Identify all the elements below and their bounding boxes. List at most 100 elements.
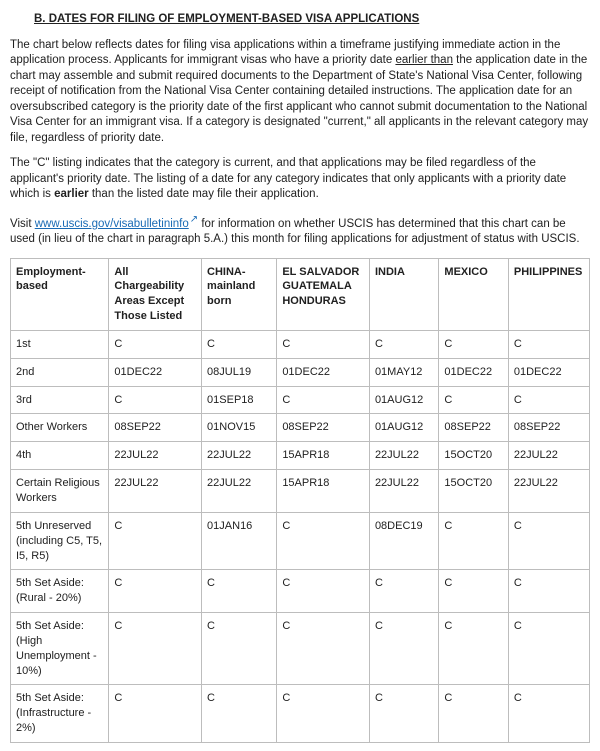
- table-cell: 01AUG12: [369, 386, 438, 414]
- table-cell: C: [439, 330, 508, 358]
- table-row: 5th Unreserved (including C5, T5, I5, R5…: [11, 512, 590, 570]
- table-cell: C: [508, 613, 589, 685]
- table-cell: 22JUL22: [369, 442, 438, 470]
- table-row: 1stCCCCCC: [11, 330, 590, 358]
- p2-text-b: than the listed date may file their appl…: [89, 188, 319, 200]
- table-cell: C: [109, 613, 202, 685]
- row-label: 5th Set Aside: (High Unemployment - 10%): [11, 613, 109, 685]
- row-label: 5th Set Aside: (Rural - 20%): [11, 570, 109, 613]
- col-header: INDIA: [369, 258, 438, 330]
- table-cell: 22JUL22: [508, 470, 589, 513]
- col-header: MEXICO: [439, 258, 508, 330]
- table-cell: 01DEC22: [508, 358, 589, 386]
- col-header: EL SALVADOR GUATEMALA HONDURAS: [277, 258, 370, 330]
- p1-earlier-than: earlier than: [395, 54, 453, 66]
- table-cell: C: [439, 570, 508, 613]
- table-cell: C: [439, 613, 508, 685]
- table-cell: 01AUG12: [369, 414, 438, 442]
- paragraph-1: The chart below reflects dates for filin…: [10, 38, 590, 147]
- table-cell: 22JUL22: [109, 442, 202, 470]
- p3-text-a: Visit: [10, 218, 35, 230]
- table-cell: 01NOV15: [202, 414, 277, 442]
- table-cell: 08SEP22: [109, 414, 202, 442]
- table-cell: C: [508, 330, 589, 358]
- table-cell: C: [369, 613, 438, 685]
- table-cell: C: [508, 685, 589, 743]
- section-heading: B. DATES FOR FILING OF EMPLOYMENT-BASED …: [34, 12, 590, 28]
- table-cell: 01JAN16: [202, 512, 277, 570]
- col-header: CHINA-mainland born: [202, 258, 277, 330]
- row-label: 2nd: [11, 358, 109, 386]
- table-cell: C: [277, 330, 370, 358]
- table-cell: 15APR18: [277, 470, 370, 513]
- p1-text-b: the application date in the chart may as…: [10, 54, 588, 144]
- row-label: 5th Set Aside: (Infrastructure - 2%): [11, 685, 109, 743]
- external-link-icon: ↗: [190, 214, 198, 225]
- table-row: Other Workers08SEP2201NOV1508SEP2201AUG1…: [11, 414, 590, 442]
- row-label: 4th: [11, 442, 109, 470]
- table-cell: C: [439, 386, 508, 414]
- col-header: All Chargeability Areas Except Those Lis…: [109, 258, 202, 330]
- paragraph-2: The "C" listing indicates that the categ…: [10, 156, 590, 203]
- table-body: 1stCCCCCC2nd01DEC2208JUL1901DEC2201MAY12…: [11, 330, 590, 742]
- table-row: 5th Set Aside: (High Unemployment - 10%)…: [11, 613, 590, 685]
- table-cell: C: [109, 512, 202, 570]
- table-row: 4th22JUL2222JUL2215APR1822JUL2215OCT2022…: [11, 442, 590, 470]
- row-label: Other Workers: [11, 414, 109, 442]
- table-row: 3rdC01SEP18C01AUG12CC: [11, 386, 590, 414]
- row-label: 3rd: [11, 386, 109, 414]
- table-cell: C: [109, 685, 202, 743]
- table-cell: 08SEP22: [508, 414, 589, 442]
- table-cell: 22JUL22: [202, 442, 277, 470]
- col-header: PHILIPPINES: [508, 258, 589, 330]
- table-cell: C: [277, 685, 370, 743]
- table-cell: 01DEC22: [277, 358, 370, 386]
- table-cell: C: [508, 570, 589, 613]
- visa-dates-table: Employment-based All Chargeability Areas…: [10, 258, 590, 743]
- row-label: 1st: [11, 330, 109, 358]
- table-cell: C: [109, 386, 202, 414]
- table-cell: 08JUL19: [202, 358, 277, 386]
- uscis-link[interactable]: www.uscis.gov/visabulletininfo: [35, 218, 189, 230]
- table-cell: C: [202, 685, 277, 743]
- table-cell: 08SEP22: [439, 414, 508, 442]
- paragraph-3: Visit www.uscis.gov/visabulletininfo↗ fo…: [10, 213, 590, 248]
- col-header: Employment-based: [11, 258, 109, 330]
- table-cell: 22JUL22: [508, 442, 589, 470]
- table-row: 5th Set Aside: (Rural - 20%)CCCCCC: [11, 570, 590, 613]
- table-cell: C: [202, 330, 277, 358]
- table-cell: C: [439, 512, 508, 570]
- table-cell: 22JUL22: [369, 470, 438, 513]
- row-label: Certain Religious Workers: [11, 470, 109, 513]
- table-cell: C: [508, 512, 589, 570]
- table-cell: 01SEP18: [202, 386, 277, 414]
- table-row: 5th Set Aside: (Infrastructure - 2%)CCCC…: [11, 685, 590, 743]
- table-cell: C: [109, 330, 202, 358]
- table-cell: 01MAY12: [369, 358, 438, 386]
- table-header-row: Employment-based All Chargeability Areas…: [11, 258, 590, 330]
- table-cell: 01DEC22: [109, 358, 202, 386]
- table-cell: C: [277, 386, 370, 414]
- table-cell: 22JUL22: [109, 470, 202, 513]
- table-cell: C: [277, 570, 370, 613]
- table-cell: C: [277, 613, 370, 685]
- table-cell: C: [508, 386, 589, 414]
- table-cell: C: [369, 570, 438, 613]
- table-cell: 15OCT20: [439, 470, 508, 513]
- table-cell: 01DEC22: [439, 358, 508, 386]
- table-cell: C: [202, 613, 277, 685]
- table-cell: 15APR18: [277, 442, 370, 470]
- table-cell: C: [109, 570, 202, 613]
- table-row: Certain Religious Workers22JUL2222JUL221…: [11, 470, 590, 513]
- table-cell: 15OCT20: [439, 442, 508, 470]
- p2-earlier: earlier: [54, 188, 89, 200]
- table-cell: 08SEP22: [277, 414, 370, 442]
- table-cell: C: [277, 512, 370, 570]
- row-label: 5th Unreserved (including C5, T5, I5, R5…: [11, 512, 109, 570]
- table-cell: C: [369, 330, 438, 358]
- table-row: 2nd01DEC2208JUL1901DEC2201MAY1201DEC2201…: [11, 358, 590, 386]
- table-cell: C: [369, 685, 438, 743]
- table-cell: C: [202, 570, 277, 613]
- table-cell: 22JUL22: [202, 470, 277, 513]
- table-cell: 08DEC19: [369, 512, 438, 570]
